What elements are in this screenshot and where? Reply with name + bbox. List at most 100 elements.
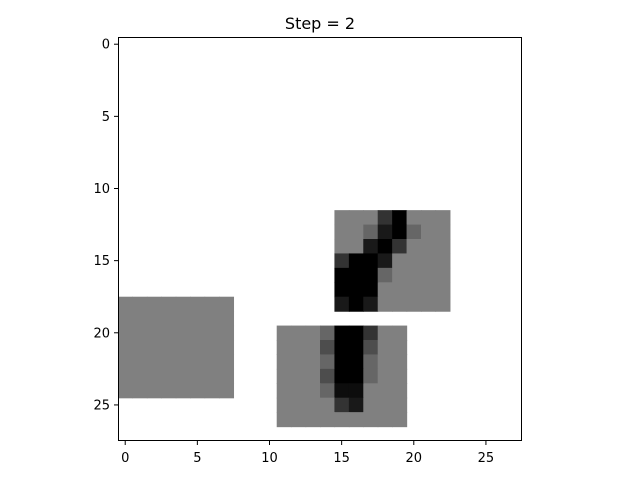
x-axis: 0 5 10 15 20 25	[121, 441, 494, 466]
heatmap-cell	[118, 311, 134, 327]
heatmap-cell	[421, 253, 437, 269]
y-tick-label: 20	[93, 326, 110, 341]
heatmap-cell	[204, 340, 220, 356]
heatmap-cell	[377, 383, 393, 399]
heatmap-cell	[334, 325, 350, 341]
heatmap-cell	[348, 239, 364, 255]
heatmap-cell	[377, 253, 393, 269]
heatmap-cell	[392, 282, 408, 298]
heatmap-cell	[219, 383, 235, 399]
heatmap-cell	[363, 412, 379, 428]
heatmap-cell	[118, 383, 134, 399]
heatmap-cell	[146, 296, 162, 312]
heatmap-cell	[118, 354, 134, 370]
heatmap-cell	[421, 296, 437, 312]
heatmap-cell	[146, 354, 162, 370]
heatmap-cell	[320, 340, 336, 356]
heatmap-cell	[161, 340, 177, 356]
y-tick-label: 15	[93, 254, 110, 269]
x-tick-label: 25	[478, 451, 495, 466]
heatmap-cell	[305, 368, 321, 384]
heatmap-cell	[421, 224, 437, 240]
heatmap-cell	[146, 383, 162, 399]
heatmap-cell	[161, 354, 177, 370]
heatmap-cell	[204, 354, 220, 370]
heatmap-cell	[118, 340, 134, 356]
heatmap-cell	[377, 412, 393, 428]
heatmap-cell	[132, 383, 148, 399]
heatmap-cell	[348, 210, 364, 226]
heatmap-cell	[348, 325, 364, 341]
heatmap-cell	[421, 239, 437, 255]
heatmap-cell	[118, 296, 134, 312]
heatmap-cell	[204, 311, 220, 327]
heatmap-cell	[363, 253, 379, 269]
heatmap-cell	[291, 412, 307, 428]
heatmap-cell	[435, 296, 451, 312]
heatmap-cell	[334, 267, 350, 283]
heatmap-cell	[363, 354, 379, 370]
heatmap-cell	[276, 340, 292, 356]
heatmap-cell	[392, 267, 408, 283]
heatmap-cell	[392, 296, 408, 312]
heatmap-cell	[363, 224, 379, 240]
heatmap-cell	[377, 368, 393, 384]
y-tick-label: 10	[93, 182, 110, 197]
heatmap-cell	[204, 383, 220, 399]
x-tick-label: 0	[121, 451, 129, 466]
heatmap-cell	[392, 253, 408, 269]
heatmap-cell	[348, 340, 364, 356]
heatmap-cell	[132, 311, 148, 327]
heatmap-cell	[363, 397, 379, 413]
heatmap-cell	[363, 325, 379, 341]
heatmap-cell	[334, 210, 350, 226]
heatmap-cell	[190, 340, 206, 356]
heatmap-cell	[363, 383, 379, 399]
heatmap-cell	[204, 325, 220, 341]
heatmap-cell	[320, 354, 336, 370]
heatmap-cell	[291, 383, 307, 399]
heatmap-cell	[146, 340, 162, 356]
x-tick-label: 15	[333, 451, 350, 466]
heatmap-cell	[406, 210, 422, 226]
heatmap-cell	[291, 397, 307, 413]
patch-3	[276, 325, 408, 428]
heatmap-cell	[291, 354, 307, 370]
heatmap-cell	[161, 311, 177, 327]
heatmap-cell	[435, 253, 451, 269]
axes-frame	[118, 37, 522, 441]
heatmap-cell	[175, 325, 191, 341]
heatmap-cell	[132, 368, 148, 384]
heatmap-cell	[334, 340, 350, 356]
heatmap-cell	[276, 368, 292, 384]
heatmap-cell	[334, 368, 350, 384]
heatmap-cell	[305, 354, 321, 370]
heatmap-cell	[363, 368, 379, 384]
heatmap-cell	[132, 340, 148, 356]
heatmap-cell	[190, 296, 206, 312]
heatmap-cell	[190, 354, 206, 370]
heatmap-cell	[348, 412, 364, 428]
heatmap-cell	[406, 282, 422, 298]
heatmap-cell	[132, 296, 148, 312]
heatmap-cell	[334, 412, 350, 428]
heatmap-cell	[377, 340, 393, 356]
heatmap-cell	[291, 340, 307, 356]
patch-1	[334, 210, 451, 312]
heatmap-cell	[276, 412, 292, 428]
heatmap-cell	[334, 282, 350, 298]
heatmap-cell	[348, 224, 364, 240]
patch-2	[118, 296, 235, 399]
heatmap-cell	[377, 354, 393, 370]
heatmap-cell	[377, 282, 393, 298]
heatmap-cell	[421, 267, 437, 283]
heatmap-cell	[377, 267, 393, 283]
heatmap-cell	[377, 224, 393, 240]
heatmap-cell	[276, 397, 292, 413]
heatmap-cell	[305, 383, 321, 399]
heatmap-cell	[392, 383, 408, 399]
heatmap-cell	[435, 239, 451, 255]
y-tick-label: 0	[102, 38, 110, 53]
heatmap-image	[118, 37, 522, 441]
y-tick-label: 25	[93, 398, 110, 413]
